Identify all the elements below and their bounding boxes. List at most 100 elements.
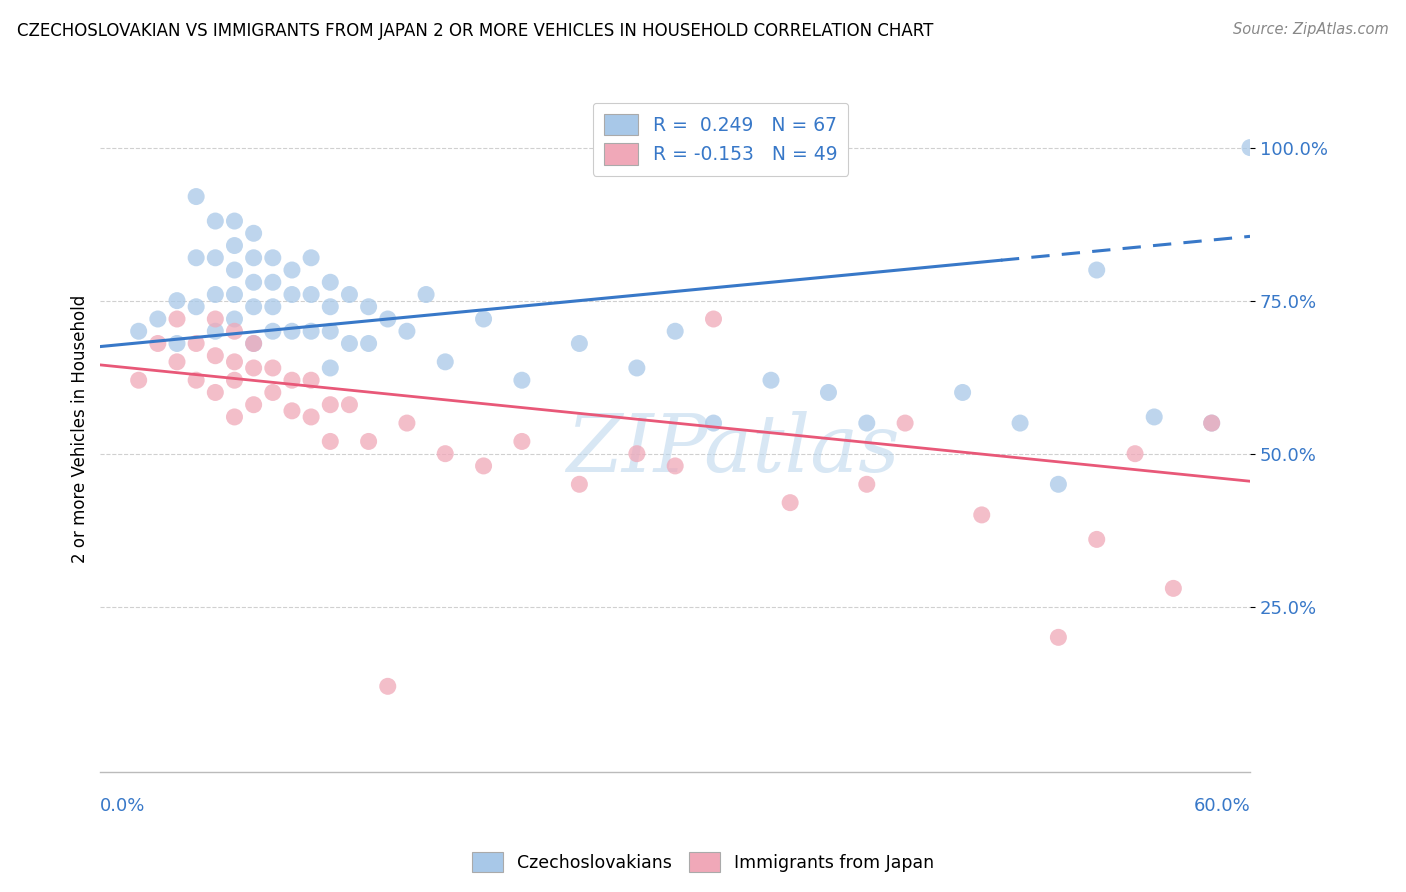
Point: [415, 287, 437, 301]
Point: [281, 287, 304, 301]
Point: [395, 324, 418, 338]
Point: [1163, 582, 1185, 596]
Point: [262, 300, 284, 314]
Point: [204, 324, 226, 338]
Point: [1201, 416, 1223, 430]
Point: [319, 275, 342, 289]
Point: [224, 355, 246, 369]
Point: [434, 355, 457, 369]
Point: [262, 251, 284, 265]
Point: [186, 251, 208, 265]
Point: [1201, 416, 1223, 430]
Legend: R =  0.249   N = 67, R = -0.153   N = 49: R = 0.249 N = 67, R = -0.153 N = 49: [592, 103, 848, 176]
Point: [299, 251, 322, 265]
Point: [224, 324, 246, 338]
Point: [224, 312, 246, 326]
Point: [166, 336, 188, 351]
Point: [626, 361, 648, 376]
Point: [1143, 409, 1166, 424]
Point: [262, 275, 284, 289]
Point: [242, 227, 264, 241]
Point: [1123, 447, 1146, 461]
Point: [242, 361, 264, 376]
Point: [664, 324, 686, 338]
Point: [357, 336, 380, 351]
Point: [817, 385, 839, 400]
Point: [242, 251, 264, 265]
Point: [1047, 477, 1070, 491]
Point: [224, 409, 246, 424]
Text: 0.0%: 0.0%: [100, 797, 146, 814]
Point: [1010, 416, 1032, 430]
Point: [319, 398, 342, 412]
Point: [186, 189, 208, 203]
Point: [299, 287, 322, 301]
Point: [1085, 533, 1108, 547]
Point: [281, 263, 304, 277]
Point: [339, 336, 361, 351]
Point: [472, 312, 495, 326]
Text: Source: ZipAtlas.com: Source: ZipAtlas.com: [1233, 22, 1389, 37]
Point: [568, 477, 591, 491]
Point: [510, 373, 533, 387]
Point: [626, 447, 648, 461]
Point: [281, 373, 304, 387]
Point: [377, 679, 399, 693]
Point: [664, 458, 686, 473]
Point: [204, 349, 226, 363]
Point: [319, 434, 342, 449]
Point: [166, 355, 188, 369]
Point: [204, 385, 226, 400]
Point: [319, 361, 342, 376]
Text: ZIPatlas: ZIPatlas: [565, 411, 900, 489]
Point: [952, 385, 974, 400]
Point: [510, 434, 533, 449]
Point: [166, 312, 188, 326]
Point: [186, 373, 208, 387]
Point: [779, 496, 801, 510]
Point: [299, 324, 322, 338]
Point: [146, 336, 169, 351]
Point: [224, 263, 246, 277]
Point: [128, 324, 150, 338]
Point: [319, 300, 342, 314]
Point: [339, 398, 361, 412]
Point: [242, 336, 264, 351]
Point: [146, 312, 169, 326]
Point: [855, 416, 877, 430]
Point: [281, 324, 304, 338]
Point: [357, 434, 380, 449]
Point: [242, 275, 264, 289]
Point: [166, 293, 188, 308]
Point: [319, 324, 342, 338]
Point: [262, 324, 284, 338]
Point: [224, 373, 246, 387]
Point: [204, 287, 226, 301]
Point: [855, 477, 877, 491]
Point: [299, 409, 322, 424]
Point: [204, 251, 226, 265]
Point: [434, 447, 457, 461]
Point: [186, 300, 208, 314]
Point: [568, 336, 591, 351]
Legend: Czechoslovakians, Immigrants from Japan: Czechoslovakians, Immigrants from Japan: [465, 845, 941, 879]
Point: [357, 300, 380, 314]
Y-axis label: 2 or more Vehicles in Household: 2 or more Vehicles in Household: [72, 295, 89, 564]
Point: [224, 287, 246, 301]
Point: [128, 373, 150, 387]
Point: [224, 214, 246, 228]
Point: [242, 336, 264, 351]
Text: CZECHOSLOVAKIAN VS IMMIGRANTS FROM JAPAN 2 OR MORE VEHICLES IN HOUSEHOLD CORRELA: CZECHOSLOVAKIAN VS IMMIGRANTS FROM JAPAN…: [17, 22, 934, 40]
Point: [1047, 631, 1070, 645]
Point: [224, 238, 246, 252]
Text: 60.0%: 60.0%: [1194, 797, 1250, 814]
Point: [204, 312, 226, 326]
Point: [242, 300, 264, 314]
Point: [702, 416, 724, 430]
Point: [242, 398, 264, 412]
Point: [339, 287, 361, 301]
Point: [970, 508, 993, 522]
Point: [702, 312, 724, 326]
Point: [204, 214, 226, 228]
Point: [472, 458, 495, 473]
